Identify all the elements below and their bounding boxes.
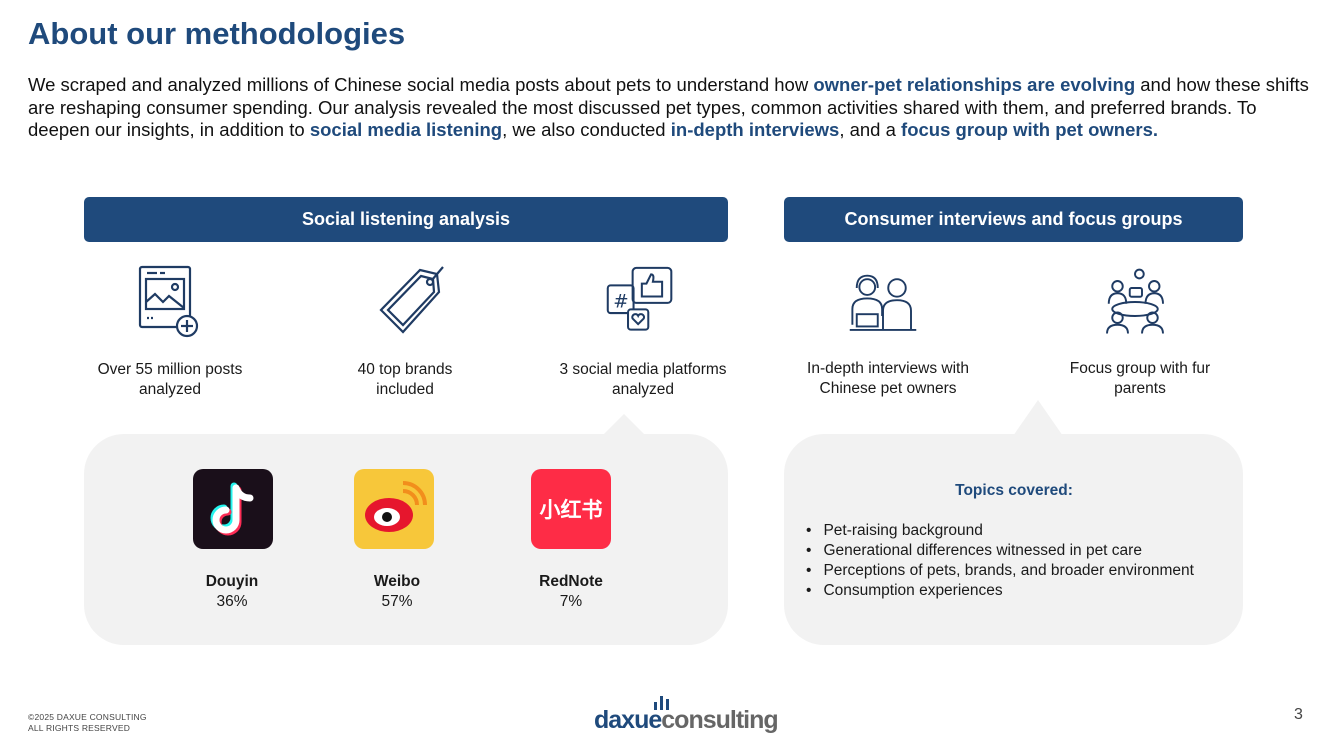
intro-text: , we also conducted xyxy=(502,119,671,140)
topic-item: Consumption experiences xyxy=(806,581,1194,601)
rednote-logo: 小红书 xyxy=(531,469,611,549)
callout-pointer xyxy=(1013,400,1063,436)
bar-chart-logo-icon xyxy=(654,696,669,710)
intro-paragraph: We scraped and analyzed millions of Chin… xyxy=(28,74,1318,142)
topic-item: Perceptions of pets, brands, and broader… xyxy=(806,561,1194,581)
intro-text: and how these shifts are reshaping consu… xyxy=(28,74,1309,140)
price-tag-icon xyxy=(379,266,444,334)
logo-text: consulting xyxy=(661,706,778,734)
callout-pointer xyxy=(602,414,646,436)
svg-text:#: # xyxy=(613,292,628,313)
posts-analyzed-label: Over 55 million posts analyzed xyxy=(97,361,243,398)
copyright-text: ©2025 DAXUE CONSULTING xyxy=(28,712,147,722)
platform-share-douyin: 36% xyxy=(216,593,248,610)
intro-text: , and a xyxy=(839,119,902,140)
douyin-logo xyxy=(193,469,273,549)
page-title: About our methodologies xyxy=(28,16,406,51)
topic-item: Pet-raising background xyxy=(806,521,1194,541)
brands-included-label: 40 top brands included xyxy=(357,361,453,398)
social-listening-header: Social listening analysis xyxy=(84,197,728,242)
interview-icon xyxy=(849,274,917,331)
intro-highlight: social media listening xyxy=(309,119,503,140)
topics-title: Topics covered: xyxy=(955,482,1073,499)
weibo-logo xyxy=(354,469,434,549)
platform-share-rednote: 7% xyxy=(559,593,583,610)
platform-name-rednote: RedNote xyxy=(539,573,603,590)
intro-text: We scraped and analyzed millions of Chin… xyxy=(28,74,814,95)
social-media-icon: # xyxy=(606,266,673,331)
platform-name-weibo: Weibo xyxy=(373,573,421,590)
logo-text: daxue xyxy=(594,706,662,734)
focus-group-label: Focus group with fur parents xyxy=(1069,360,1211,397)
topic-item: Generational differences witnessed in pe… xyxy=(806,541,1194,561)
intro-highlight: focus group with pet owners. xyxy=(901,119,1158,140)
platforms-analyzed-label: 3 social media platforms analyzed xyxy=(559,361,727,398)
platform-name-douyin: Douyin xyxy=(205,573,259,590)
image-post-icon xyxy=(138,265,199,338)
intro-highlight: in-depth interviews xyxy=(670,119,840,140)
interviews-label: In-depth interviews with Chinese pet own… xyxy=(807,360,969,397)
intro-highlight: owner-pet relationships are evolving xyxy=(813,74,1136,95)
topics-list: Pet-raising background Generational diff… xyxy=(806,521,1194,601)
rights-text: ALL RIGHTS RESERVED xyxy=(28,723,131,733)
page-number: 3 xyxy=(1294,706,1303,723)
consumer-interviews-header: Consumer interviews and focus groups xyxy=(784,197,1243,242)
focus-group-icon xyxy=(1106,268,1164,334)
platform-share-weibo: 57% xyxy=(381,593,413,610)
copyright: ©2025 DAXUE CONSULTING ALL RIGHTS RESERVE… xyxy=(28,712,147,734)
